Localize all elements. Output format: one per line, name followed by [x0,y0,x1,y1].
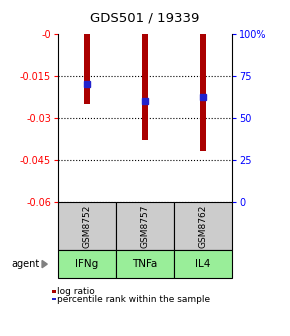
Text: GSM8762: GSM8762 [198,204,208,248]
Text: GDS501 / 19339: GDS501 / 19339 [90,12,200,25]
Text: GSM8757: GSM8757 [140,204,150,248]
Text: IFNg: IFNg [75,259,99,269]
Text: IL4: IL4 [195,259,211,269]
Bar [84,34,90,103]
Text: TNFa: TNFa [132,259,158,269]
Text: GSM8752: GSM8752 [82,204,92,248]
Text: agent: agent [12,259,40,269]
Bar [200,34,206,151]
Text: percentile rank within the sample: percentile rank within the sample [57,295,210,303]
Text: log ratio: log ratio [57,287,95,296]
Bar [142,34,148,140]
